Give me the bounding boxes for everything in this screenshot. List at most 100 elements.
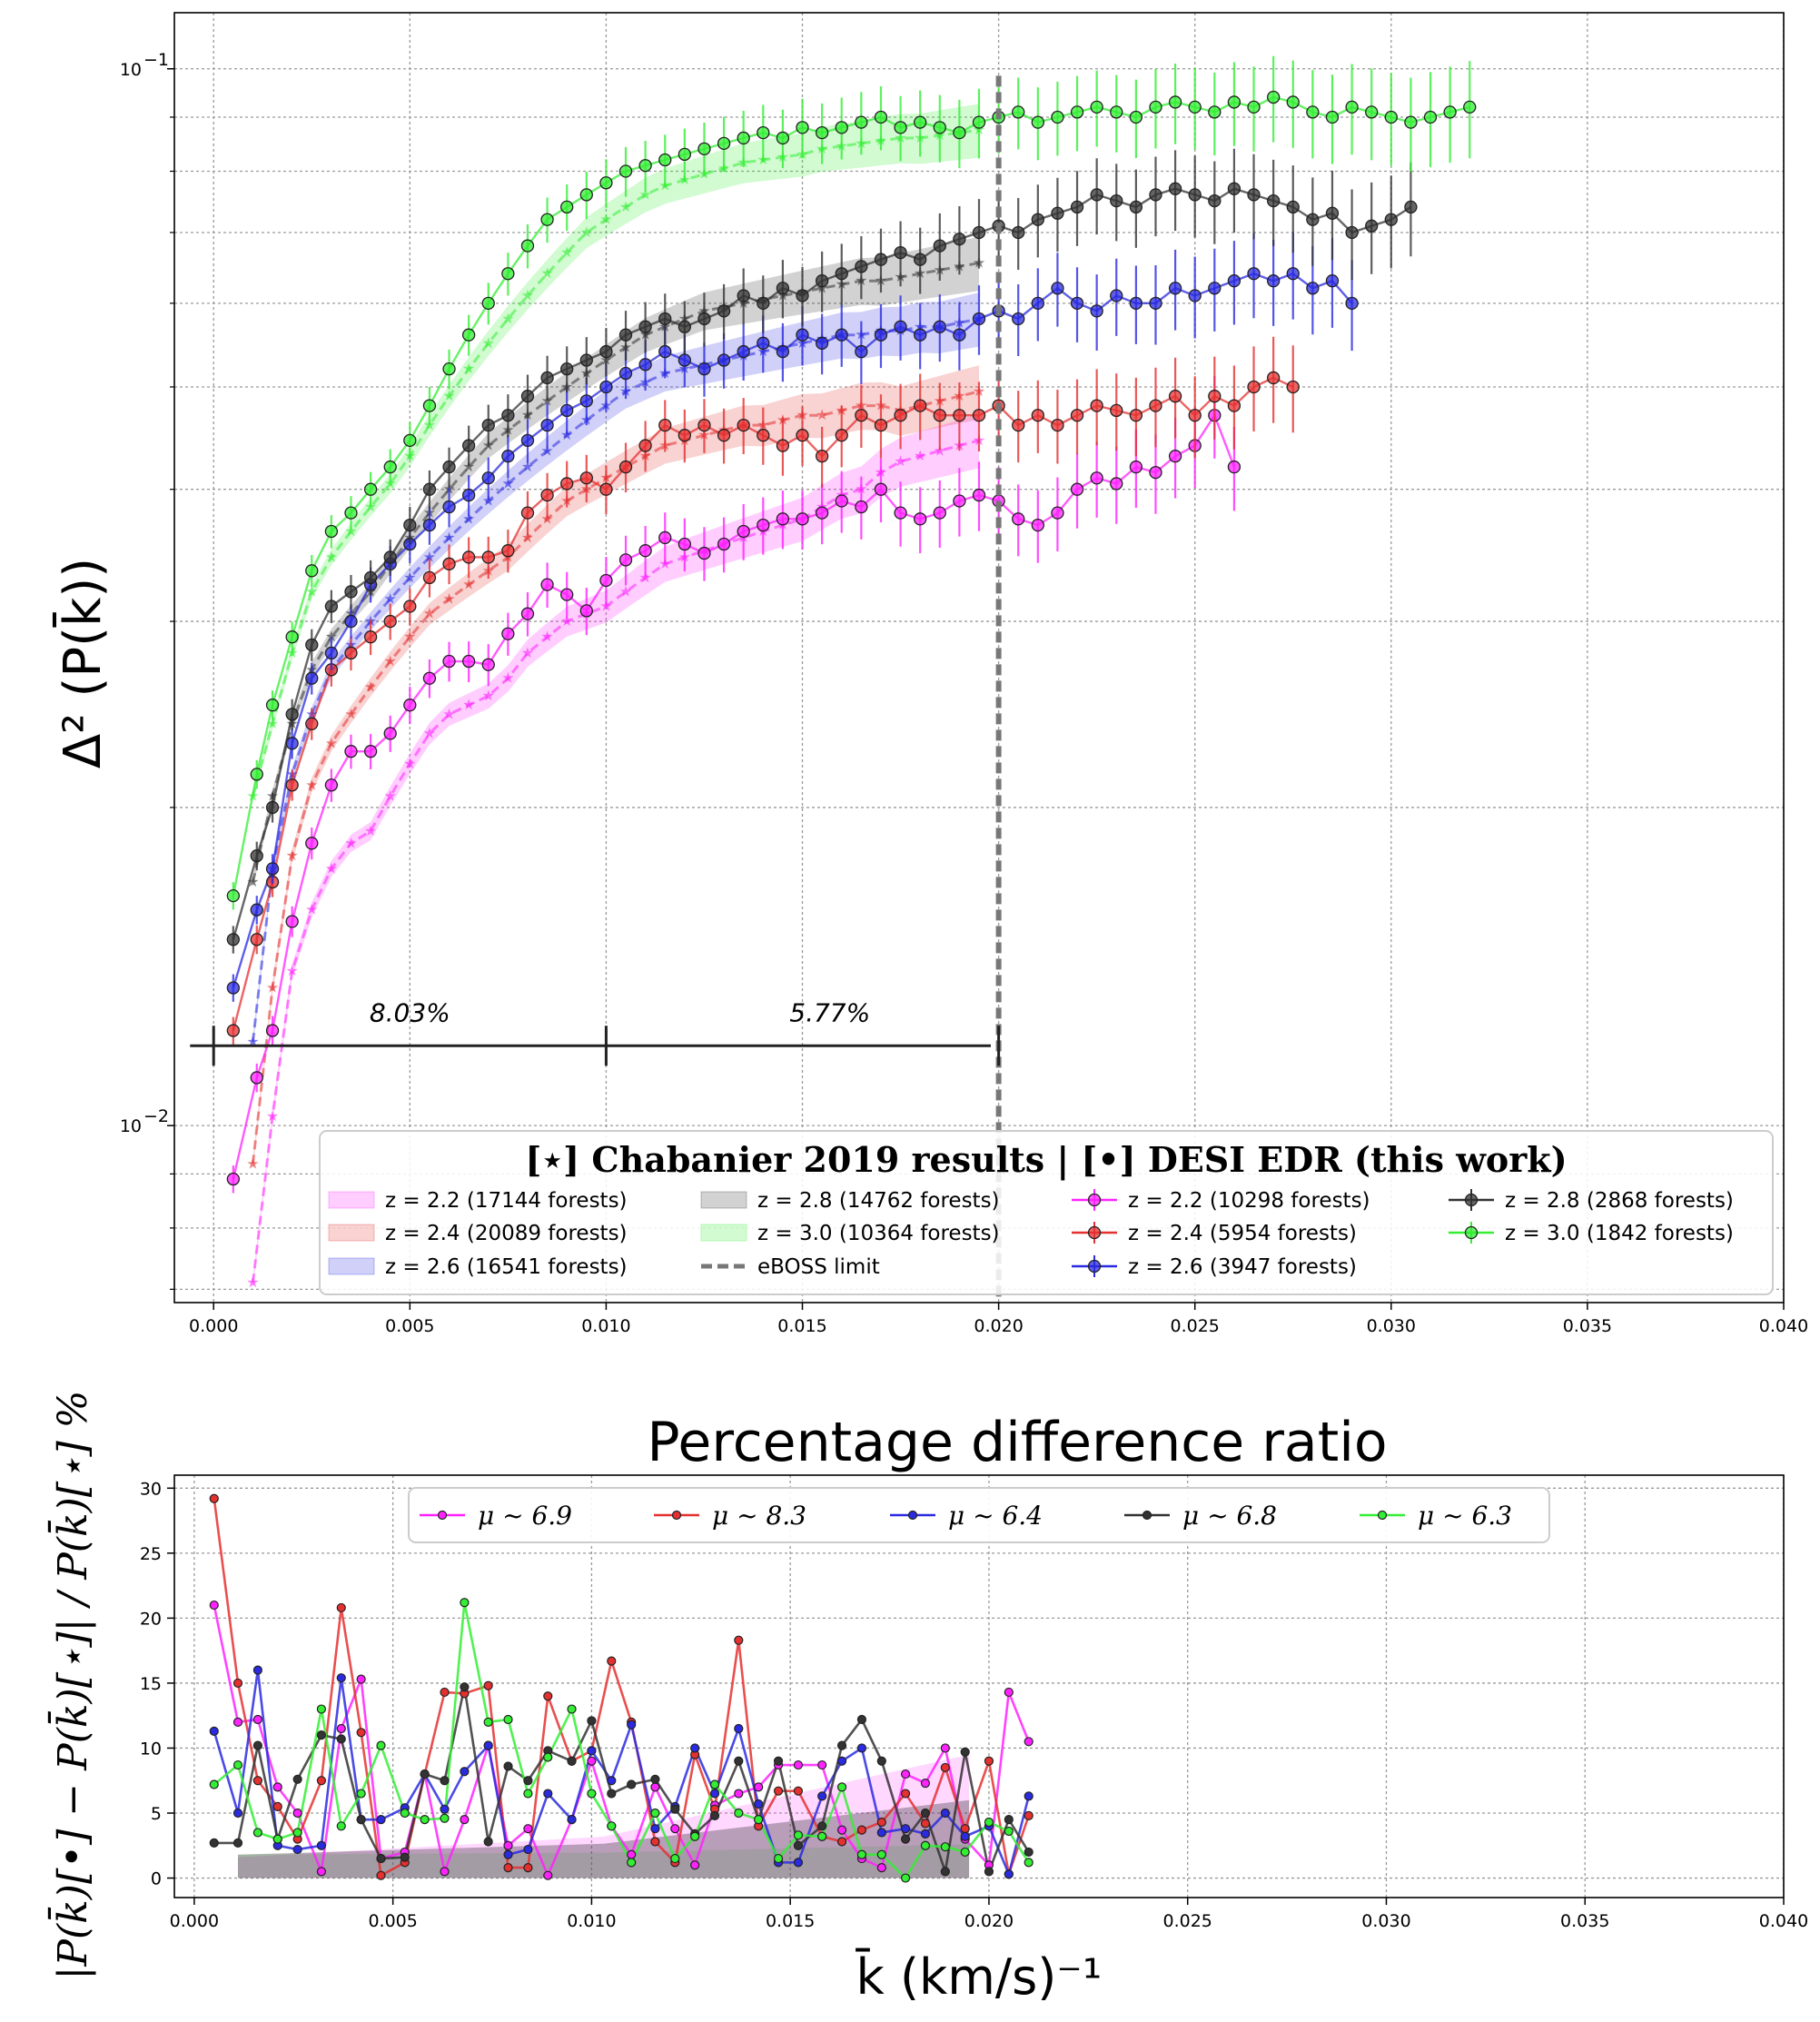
desi-point-z22 (658, 530, 672, 545)
bottom-y-tick-label: 5 (151, 1804, 162, 1824)
ratio-point-z28 (232, 1838, 243, 1849)
eboss-star-z24: ★ (403, 628, 416, 645)
ratio-point-z22 (650, 1782, 660, 1792)
eboss-star-z30: ★ (540, 264, 553, 282)
top-x-tick-label: 0.040 (1759, 1316, 1808, 1336)
ratio-point-z26 (587, 1746, 597, 1756)
desi-point-z24 (618, 460, 633, 474)
legend-swatch-band (328, 1257, 375, 1275)
desi-point-z26 (1012, 312, 1025, 326)
ratio-point-z28 (940, 1867, 950, 1877)
bottom-legend-label: μ ~ 6.4 (948, 1501, 1043, 1531)
desi-point-z24 (1168, 390, 1182, 403)
desi-line-z30 (232, 95, 1470, 897)
desi-point-z26 (1110, 289, 1123, 302)
desi-point-z30 (874, 110, 888, 124)
desi-point-z24 (1266, 371, 1281, 385)
ratio-point-z22 (252, 1714, 262, 1725)
ratio-point-z30 (793, 1830, 804, 1840)
desi-point-z28 (953, 233, 966, 246)
desi-point-z24 (1149, 399, 1162, 412)
eboss-star-z24: ★ (423, 605, 436, 622)
desi-point-z28 (1149, 188, 1162, 202)
eboss-star-z22: ★ (521, 644, 534, 661)
eboss-star-z30: ★ (325, 548, 338, 565)
desi-point-z24 (933, 409, 946, 422)
desi-point-z22 (1149, 465, 1162, 480)
ratio-point-z28 (440, 1776, 450, 1786)
desi-point-z26 (855, 344, 868, 359)
desi-point-z30 (914, 115, 927, 129)
eboss-line-z24 (251, 390, 980, 1165)
ratio-point-z22 (920, 1778, 931, 1789)
ratio-point-z26 (627, 1720, 637, 1730)
desi-point-z30 (540, 213, 554, 226)
desi-point-z28 (1384, 213, 1398, 226)
ratio-point-z30 (483, 1717, 493, 1727)
eboss-star-z22: ★ (403, 755, 416, 772)
ratio-point-z26 (460, 1767, 470, 1777)
desi-point-z26 (1070, 296, 1084, 310)
desi-point-z30 (855, 115, 868, 129)
desi-point-z28 (1012, 225, 1025, 240)
desi-point-z24 (1208, 390, 1222, 403)
eboss-star-z26: ★ (560, 426, 573, 443)
desi-point-z28 (344, 585, 358, 599)
desi-point-z28 (835, 267, 848, 281)
ratio-point-z28 (336, 1734, 346, 1744)
ratio-point-z26 (920, 1829, 931, 1839)
desi-point-z22 (1031, 518, 1044, 532)
ratio-point-z26 (523, 1844, 533, 1855)
desi-point-z22 (265, 1024, 280, 1037)
desi-point-z22 (757, 518, 770, 532)
desi-point-z28 (520, 390, 535, 403)
desi-point-z24 (1110, 403, 1123, 418)
desi-point-z24 (717, 429, 731, 442)
desi-point-z26 (1266, 274, 1281, 288)
ratio-point-z22 (232, 1717, 243, 1727)
bottom-x-tick-label: 0.035 (1560, 1911, 1609, 1931)
desi-point-z24 (737, 418, 750, 432)
desi-point-z28 (1404, 200, 1418, 214)
desi-point-z28 (363, 570, 378, 585)
desi-point-z24 (953, 409, 966, 422)
bottom-series-marks (209, 1493, 1034, 1883)
ratio-point-z24 (984, 1756, 994, 1766)
eboss-star-z26: ★ (423, 548, 436, 565)
ratio-point-z30 (1024, 1858, 1034, 1868)
desi-point-z24 (1012, 418, 1025, 432)
eboss-star-z30: ★ (501, 310, 514, 327)
ratio-point-z28 (252, 1740, 262, 1750)
bottom-y-tick-label: 15 (140, 1674, 162, 1694)
ratio-point-z30 (440, 1813, 450, 1823)
eboss-star-z24: ★ (521, 529, 534, 546)
desi-point-z28 (1188, 188, 1202, 202)
desi-point-z22 (579, 604, 593, 618)
ratio-point-z24 (773, 1786, 784, 1796)
bottom-band-z22 (238, 1754, 970, 1878)
desi-point-z26 (1149, 296, 1162, 310)
eboss-star-z26: ★ (442, 529, 455, 546)
ratio-point-z30 (940, 1842, 950, 1852)
desi-point-z24 (344, 646, 358, 660)
ratio-point-z22 (817, 1759, 827, 1770)
eboss-star-z26: ★ (540, 441, 553, 459)
desi-point-z22 (226, 1172, 240, 1186)
desi-point-z26 (1051, 282, 1064, 295)
desi-point-z24 (1129, 409, 1143, 422)
ratio-point-z22 (523, 1824, 533, 1834)
desi-point-z28 (560, 362, 574, 376)
desi-point-z22 (874, 482, 888, 496)
desi-point-z22 (250, 1071, 263, 1085)
eboss-star-z26: ★ (403, 569, 416, 586)
desi-point-z28 (815, 274, 829, 288)
ratio-point-z22 (440, 1867, 450, 1877)
desi-point-z30 (796, 121, 809, 134)
bottom-legend-label: μ ~ 8.3 (712, 1501, 806, 1531)
desi-point-z24 (520, 506, 535, 520)
ratio-point-z22 (209, 1600, 219, 1611)
ratio-point-z28 (460, 1682, 470, 1692)
bottom-axes-frame (173, 1474, 1785, 1898)
ratio-point-z24 (876, 1817, 886, 1828)
ratio-point-z28 (627, 1779, 637, 1789)
